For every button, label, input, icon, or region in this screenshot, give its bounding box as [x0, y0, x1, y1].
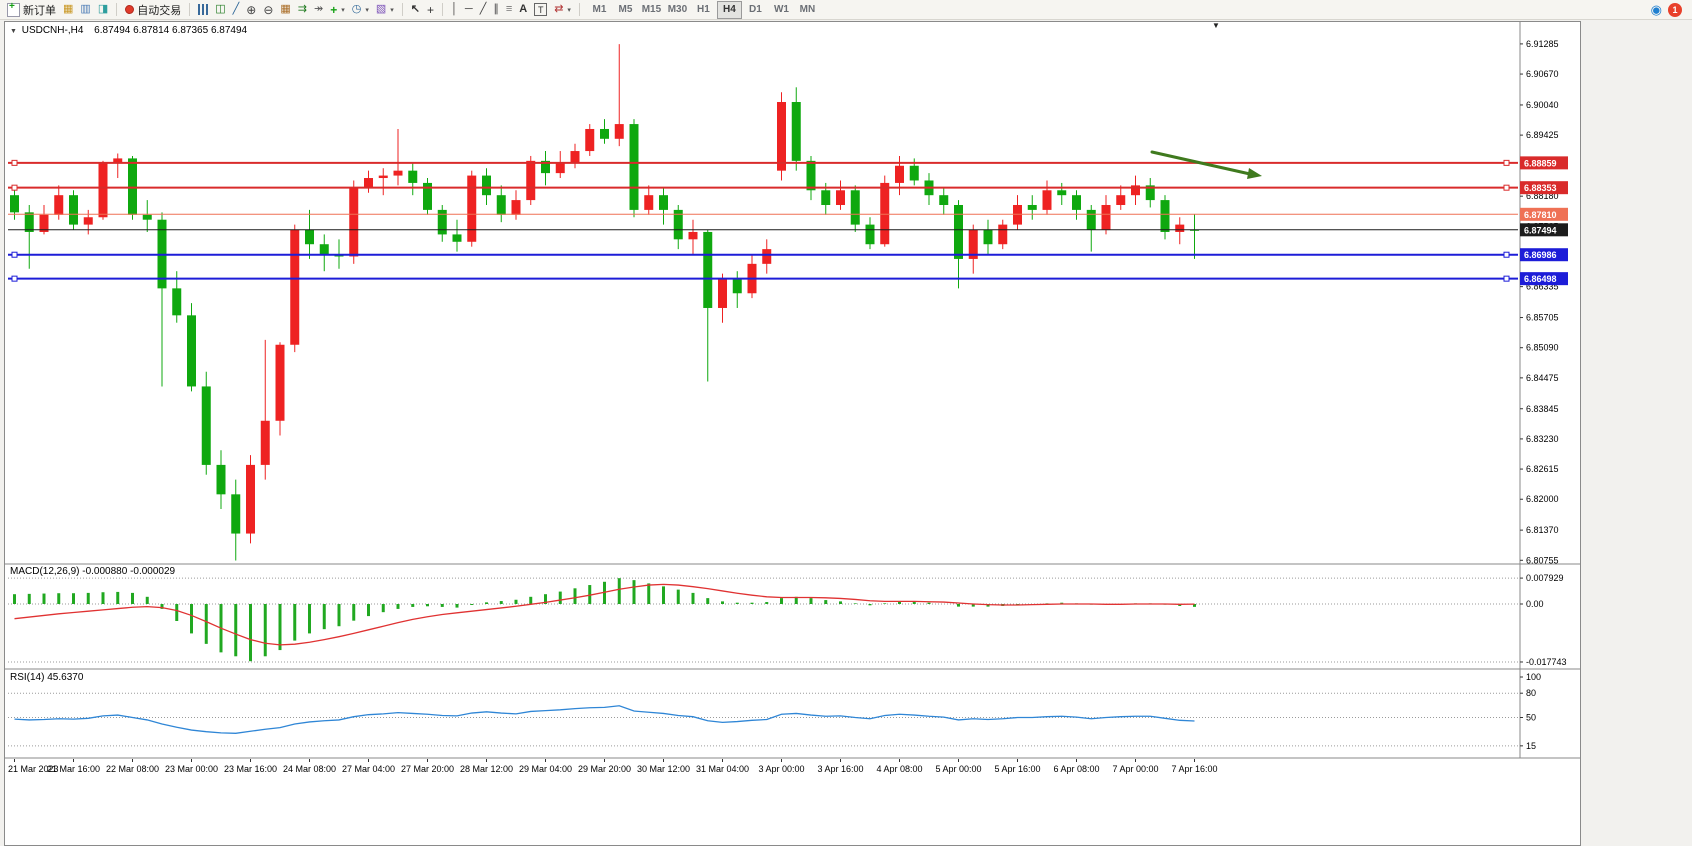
line-chart-button[interactable]: ╱: [230, 1, 243, 18]
channel-button[interactable]: ∥: [490, 1, 502, 18]
fibonacci-button[interactable]: ≡: [503, 1, 515, 18]
auto-trading-icon: [125, 5, 135, 14]
toolbar-separator: [189, 3, 191, 16]
toolbar: 新订单 ▦ ▥ ◨ 自动交易 ◫ ╱ ⊕ ⊖ ▦ ⇉ ↠ +▾ ◷▾ ▧▾ ↖ …: [0, 0, 1692, 20]
vertical-line-icon: │: [451, 3, 458, 15]
timeframe-group: M1 M5 M15 M30 H1 H4 D1 W1 MN: [587, 0, 820, 19]
profiles-icon: ▥: [80, 3, 91, 15]
line-chart-icon: ╱: [232, 3, 240, 15]
toolbar-separator: [578, 3, 580, 16]
chart-window[interactable]: [4, 21, 1581, 846]
vertical-line-button[interactable]: │: [448, 1, 461, 18]
templates-button[interactable]: ▧ ▾: [373, 1, 397, 18]
arrows-button[interactable]: ⇄ ▾: [551, 1, 574, 18]
trendline-icon: ╱: [479, 3, 487, 15]
periods-dropdown-icon[interactable]: ▾: [365, 6, 369, 14]
timeframe-mn-button[interactable]: MN: [799, 4, 816, 15]
zoom-in-icon: ⊕: [246, 2, 257, 17]
timeframe-h4-button[interactable]: H4: [716, 0, 742, 19]
community-icon[interactable]: ◉: [1650, 2, 1662, 17]
zoom-out-button[interactable]: ⊖: [260, 1, 276, 18]
chart-title: ▼ USDCNH-,H4 6.87494 6.87814 6.87365 6.8…: [10, 25, 247, 36]
periods-icon: ◷: [351, 3, 362, 15]
channel-icon: ∥: [493, 3, 499, 15]
bar-chart-button[interactable]: [195, 1, 211, 18]
text-button[interactable]: A: [516, 1, 530, 18]
indicators-dropdown-icon[interactable]: ▾: [341, 6, 345, 14]
fibonacci-icon: ≡: [505, 3, 513, 15]
new-order-label: 新订单: [23, 4, 56, 17]
text-label-button[interactable]: T: [531, 1, 550, 18]
timeframe-w1-button[interactable]: W1: [773, 4, 789, 15]
timeframe-m15-button[interactable]: M15: [641, 4, 662, 15]
crosshair-button[interactable]: +: [424, 1, 437, 18]
horizontal-line-icon: ─: [464, 3, 473, 15]
arrows-dropdown-icon[interactable]: ▾: [567, 6, 571, 14]
tile-windows-button[interactable]: ▦: [277, 1, 293, 18]
one-click-trading-toggle-icon[interactable]: ▼: [10, 28, 17, 35]
toolbar-right-group: ◉ 1: [1650, 2, 1688, 17]
candlestick-chart-button[interactable]: ◫: [212, 1, 228, 18]
zoom-out-icon: ⊖: [263, 2, 274, 17]
data-window-icon: ◨: [97, 3, 109, 15]
chart-shift-marker-icon[interactable]: ▼: [1212, 21, 1220, 30]
periods-button[interactable]: ◷ ▾: [349, 1, 372, 18]
notification-badge[interactable]: 1: [1668, 2, 1682, 17]
data-window-button[interactable]: ◨: [95, 1, 111, 18]
text-icon: A: [519, 3, 528, 15]
indicators-button[interactable]: + ▾: [327, 1, 348, 18]
new-order-icon: [7, 1, 20, 17]
tile-windows-icon: ▦: [280, 3, 291, 15]
cursor-icon: ↖: [410, 3, 421, 15]
rsi-indicator-label: RSI(14) 45.6370: [10, 672, 84, 683]
bar-chart-icon: [198, 4, 209, 15]
horizontal-line-button[interactable]: ─: [462, 1, 476, 18]
chart-ohlc: 6.87494 6.87814 6.87365 6.87494: [94, 25, 248, 36]
toolbar-separator: [401, 3, 403, 16]
auto-trading-button[interactable]: 自动交易: [122, 1, 184, 18]
timeframe-h1-button[interactable]: H1: [697, 4, 710, 15]
new-order-button[interactable]: 新订单: [4, 1, 59, 18]
new-chart-button[interactable]: ▦: [60, 1, 76, 18]
timeframe-m30-button[interactable]: M30: [667, 4, 688, 15]
chart-shift-button[interactable]: ↠: [311, 1, 326, 18]
chart-shift-icon: ↠: [314, 3, 324, 15]
chart-symbol-period: USDCNH-,H4: [21, 25, 84, 36]
arrows-icon: ⇄: [554, 3, 564, 15]
templates-icon: ▧: [375, 3, 387, 15]
cursor-button[interactable]: ↖: [408, 1, 423, 18]
zoom-in-button[interactable]: ⊕: [243, 1, 259, 18]
toolbar-separator: [116, 3, 118, 16]
timeframe-m5-button[interactable]: M5: [618, 4, 633, 15]
auto-trading-label: 自动交易: [137, 4, 182, 17]
profiles-button[interactable]: ▥: [77, 1, 93, 18]
timeframe-d1-button[interactable]: D1: [749, 4, 762, 15]
crosshair-icon: +: [427, 2, 435, 17]
trendline-button[interactable]: ╱: [477, 1, 490, 18]
timeframe-m1-button[interactable]: M1: [592, 4, 607, 15]
auto-scroll-icon: ⇉: [297, 3, 307, 15]
new-chart-icon: ▦: [63, 3, 74, 15]
toolbar-separator: [442, 3, 444, 16]
templates-dropdown-icon[interactable]: ▾: [390, 6, 394, 14]
candlestick-icon: ◫: [215, 3, 226, 15]
auto-scroll-button[interactable]: ⇉: [295, 1, 310, 18]
text-label-icon: T: [534, 3, 548, 16]
macd-indicator-label: MACD(12,26,9) -0.000880 -0.000029: [10, 566, 176, 577]
indicators-icon: +: [330, 2, 338, 17]
